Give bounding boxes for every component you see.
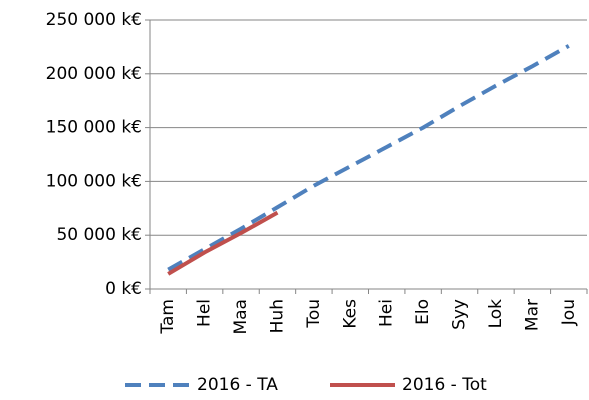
x-tick-label: Tou [304, 299, 324, 329]
x-tick-label: Huh [267, 299, 287, 333]
x-tick-label: Syy [450, 299, 470, 330]
x-tick-label: Hel [195, 299, 215, 327]
x-tick-label: Tam [158, 299, 178, 335]
legend-label: 2016 - Tot [402, 375, 487, 395]
legend-label: 2016 - TA [197, 375, 278, 395]
series-line [167, 44, 570, 272]
x-tick-label: Lok [486, 299, 506, 329]
y-tick-label: 250 000 k€ [46, 10, 142, 30]
x-tick-label: Kes [340, 299, 360, 329]
y-tick-label: 0 k€ [105, 279, 142, 299]
x-tick-label: Mar [522, 299, 542, 331]
y-tick-label: 200 000 k€ [46, 64, 142, 84]
x-tick-label: Hei [377, 299, 397, 327]
y-tick-label: 50 000 k€ [56, 225, 142, 245]
x-tick-label: Maa [231, 299, 251, 335]
y-tick-label: 150 000 k€ [46, 118, 142, 138]
x-tick-label: Jou [559, 299, 579, 326]
series-line [167, 210, 279, 276]
y-tick-label: 100 000 k€ [46, 171, 142, 191]
x-tick-label: Elo [413, 299, 433, 325]
